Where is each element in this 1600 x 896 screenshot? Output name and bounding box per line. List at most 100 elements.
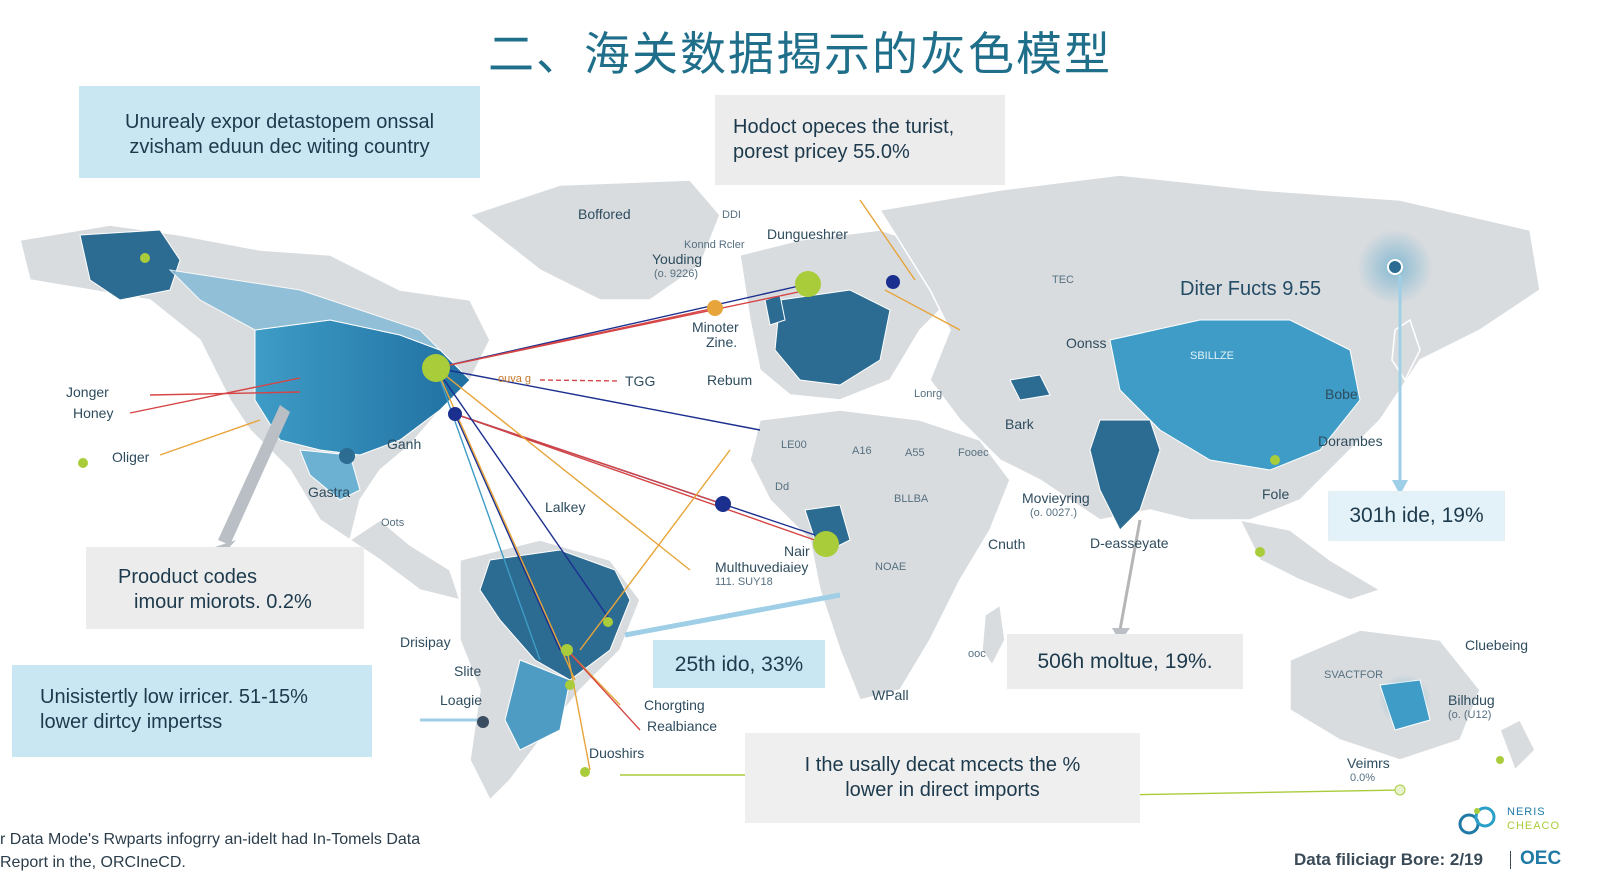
source-note: r Data Mode's Rwparts infogrry an-idelt … (0, 828, 420, 874)
greenland (468, 179, 721, 301)
map-label: Gastra (308, 484, 351, 500)
callout-africa-share: 25th ido, 33% (653, 640, 825, 688)
node-brazil-east (603, 617, 613, 627)
map-label: Cluebeing (1465, 637, 1529, 653)
callout-direct-imports-line2: lower in direct imports (845, 779, 1040, 801)
map-label: 0.0% (1350, 772, 1376, 784)
neris-logo: NERIS CHEACO (1455, 803, 1595, 839)
map-label: Jonger (66, 384, 109, 400)
australia-halo (1379, 674, 1431, 726)
map-label: Loagie (440, 692, 483, 708)
china-region-label: Diter Fucts 9.55 (1180, 278, 1322, 300)
data-credit: Data filiciagr Bore: 2/19 (1294, 850, 1483, 869)
map-label: DDI (722, 209, 741, 221)
logo-rings-icon (1458, 806, 1496, 835)
callout-low-price-line1: Unisistertly low irricer. 51-15% (40, 686, 308, 708)
node-nz (1496, 756, 1504, 764)
map-label: TGG (625, 373, 656, 389)
map-label: Dd (775, 481, 790, 493)
map-label: Cnuth (988, 536, 1026, 552)
node-mexico (339, 448, 355, 464)
callout-low-price: Unisistertly low irricer. 51-15% lower d… (12, 665, 372, 757)
map-label: Youding (652, 251, 703, 267)
map-label: TEC (1052, 274, 1074, 286)
southeast-asia (1238, 518, 1382, 601)
map-label: Oots (381, 517, 405, 529)
map-label: Bark (1005, 416, 1034, 432)
siberia-marker (1387, 259, 1403, 275)
map-label: Boffored (578, 206, 631, 222)
map-label: D-easseyate (1090, 535, 1169, 551)
map-label: (o. 0027.) (1030, 507, 1078, 519)
map-label: Realbiance (647, 718, 718, 734)
map-label: Lonrg (914, 388, 943, 400)
callout-product-price-line2: porest pricey 55.0% (733, 141, 910, 163)
footer-divider (1510, 851, 1511, 869)
map-label: Dungueshrer (767, 226, 848, 242)
page-title: 二、海关数据揭示的灰色模型 (488, 27, 1112, 81)
map-label: 111. SUY18 (715, 576, 773, 588)
map-label: Bobe (1325, 386, 1358, 402)
node-nigeria (813, 531, 839, 557)
map-label: ooc (968, 648, 986, 660)
node-oceania (1394, 784, 1406, 796)
node-china (1270, 455, 1280, 465)
map-label: (o. (U12) (1448, 709, 1492, 721)
india-region (1089, 419, 1161, 531)
source-note-line1: r Data Mode's Rwparts infogrry an-idelt … (0, 831, 421, 848)
map-label: Movieyring (1022, 490, 1090, 506)
node-uk (707, 300, 723, 316)
map-label: Multhuvediaiey (715, 559, 809, 575)
map-label: Zine. (706, 334, 738, 350)
map-label: A55 (905, 447, 925, 459)
map-label: Konnd Rcler (684, 239, 745, 251)
map-label: WPall (872, 687, 909, 703)
node-oliger (78, 458, 88, 468)
callout-product-price-line1: Hodoct opeces the turist, (733, 116, 955, 138)
map-label: LE00 (781, 439, 807, 451)
map-label: Lalkey (545, 499, 586, 515)
map-label: NOAE (875, 561, 907, 573)
node-russia (886, 275, 900, 289)
brazil-region (479, 549, 631, 681)
node-usa-navy (448, 407, 462, 421)
map-label: Oonss (1066, 335, 1107, 351)
node-chile (477, 716, 489, 728)
callout-product-codes-line1: Prooduct codes (118, 566, 257, 588)
source-note-line2: Report in the, ORCIneCD. (0, 854, 186, 871)
alaska-region (79, 229, 181, 301)
logo-text-line2: CHEACO (1507, 820, 1561, 832)
map-label: Duoshirs (589, 745, 645, 761)
logo-text-line1: NERIS (1507, 806, 1546, 818)
map-label: Fole (1262, 486, 1290, 502)
new-zealand (1499, 718, 1536, 772)
africa (749, 409, 1011, 701)
map-label: Veimrs (1347, 755, 1390, 771)
map-label: Minoter (692, 319, 739, 335)
map-label: SBILLZE (1190, 350, 1235, 362)
map-label: ouva g (498, 373, 532, 385)
mid-east-region (1009, 374, 1051, 401)
south-cone-region (504, 659, 571, 751)
callout-direct-imports-line1: I the usally decat mcects the % (804, 754, 1081, 776)
map-label: Chorgting (644, 697, 705, 713)
callout-india-share: 506h moltue, 19%. (1007, 634, 1243, 689)
map-label: (o. 9226) (654, 268, 699, 280)
node-duoshirs (580, 767, 590, 777)
node-west-africa (715, 496, 731, 512)
map-label: Bilhdug (1448, 692, 1495, 708)
oec-logo-text: OEC (1520, 848, 1562, 869)
madagascar (981, 603, 1006, 667)
map-label: Ganh (387, 436, 422, 452)
highlighted-regions (79, 229, 1431, 751)
node-scandinavia (795, 271, 821, 297)
map-label: Fooec (958, 447, 989, 459)
map-label: Slite (454, 663, 482, 679)
map-label: SVACTFOR (1324, 669, 1384, 681)
callout-product-codes: Prooduct codes imour miorots. 0.2% (86, 547, 364, 629)
node-alaska (140, 253, 150, 263)
callout-east-asia-share: 301h ide, 19% (1328, 491, 1505, 541)
node-usa-hub (422, 354, 450, 382)
map-label: Drisipay (400, 634, 451, 650)
